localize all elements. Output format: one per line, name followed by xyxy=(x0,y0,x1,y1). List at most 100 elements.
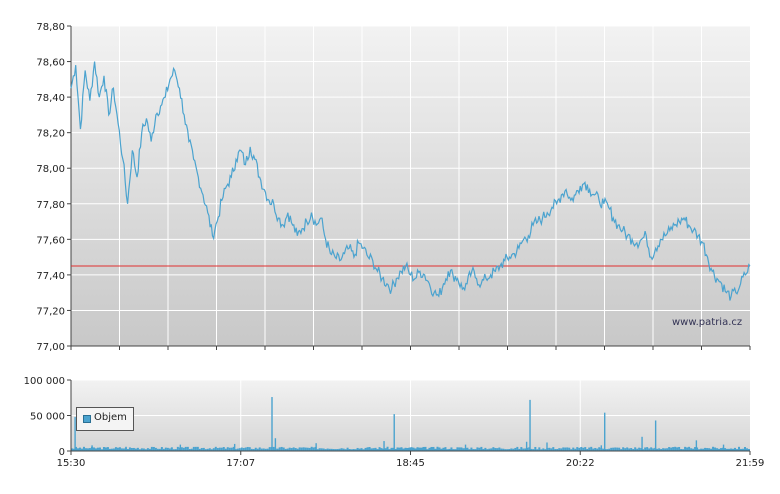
volume-bar xyxy=(668,447,671,451)
volume-bar xyxy=(172,449,175,451)
volume-bar xyxy=(710,448,713,451)
volume-bar xyxy=(80,448,83,451)
volume-bar xyxy=(496,448,499,451)
volume-bar xyxy=(152,446,155,451)
volume-bar xyxy=(284,448,287,451)
volume-bar xyxy=(326,448,329,451)
volume-bar xyxy=(302,447,305,451)
volume-bar xyxy=(146,448,149,451)
volume-bar xyxy=(748,449,750,451)
volume-bar xyxy=(622,447,625,451)
volume-bar xyxy=(614,447,617,451)
price-panel: 78,80 78,60 78,40 78,20 78,00 77,80 77,60 77,40… xyxy=(36,22,751,353)
volume-bar xyxy=(228,447,231,451)
volume-bar xyxy=(204,449,207,451)
volume-bar xyxy=(724,448,727,451)
volume-bar xyxy=(742,448,745,451)
volume-bar xyxy=(450,447,453,451)
volume-bar xyxy=(96,447,99,451)
volume-bar xyxy=(84,448,87,451)
volume-bar xyxy=(656,448,659,451)
volume-bar xyxy=(128,447,131,451)
volume-bar xyxy=(198,448,201,451)
volume-bar xyxy=(492,447,495,451)
volume-bar-spike xyxy=(91,445,93,451)
volume-bar xyxy=(364,447,367,451)
volume-bar xyxy=(414,448,417,451)
volume-bar xyxy=(468,449,471,451)
volume-bar xyxy=(484,447,487,451)
volume-bar xyxy=(280,446,283,451)
volume-legend-swatch xyxy=(83,415,91,423)
volume-bar xyxy=(510,448,513,451)
volume-x-tick-label: 21:59 xyxy=(736,458,765,469)
volume-bar xyxy=(110,448,113,451)
volume-bar xyxy=(410,447,413,451)
volume-bar xyxy=(336,449,339,451)
volume-bar xyxy=(630,448,633,451)
volume-bar xyxy=(164,447,167,451)
volume-bar xyxy=(142,448,145,451)
volume-bar xyxy=(612,447,615,451)
volume-bar xyxy=(418,447,421,451)
volume-bar-spike xyxy=(722,444,725,451)
volume-bar xyxy=(200,448,203,451)
volume-bar xyxy=(572,447,575,451)
volume-bar xyxy=(308,447,311,451)
volume-bar-spike xyxy=(654,420,657,451)
volume-bar xyxy=(666,448,669,451)
volume-bar xyxy=(706,448,709,451)
volume-bar xyxy=(412,447,415,451)
volume-bar xyxy=(354,449,357,451)
volume-bar xyxy=(422,446,425,451)
volume-bar xyxy=(694,447,697,451)
volume-bar xyxy=(732,448,735,451)
volume-bar xyxy=(292,447,295,451)
volume-bar xyxy=(166,447,169,451)
volume-bar xyxy=(202,447,205,451)
volume-legend: Objem xyxy=(76,407,134,431)
price-y-tick-label: 78,60 xyxy=(36,58,65,69)
volume-bar xyxy=(512,448,515,451)
volume-bar xyxy=(244,447,247,451)
volume-bar xyxy=(664,448,667,451)
volume-bar xyxy=(346,447,349,451)
volume-bar xyxy=(586,448,589,451)
volume-bar xyxy=(514,447,517,451)
volume-bar xyxy=(352,449,355,451)
volume-bar-spike xyxy=(525,441,528,451)
volume-bar xyxy=(376,449,379,451)
volume-bar xyxy=(122,448,125,451)
volume-bar xyxy=(446,449,449,451)
volume-bar-spike xyxy=(125,446,127,451)
volume-bar xyxy=(322,448,325,451)
volume-bar-spike xyxy=(383,441,385,451)
volume-bar xyxy=(262,448,265,451)
volume-bar xyxy=(184,446,187,451)
volume-bar xyxy=(276,448,279,451)
volume-bar xyxy=(396,447,399,451)
volume-bar xyxy=(578,447,581,451)
volume-bar xyxy=(272,446,275,451)
volume-bar xyxy=(294,448,297,451)
price-y-tick-label: 77,20 xyxy=(36,306,65,317)
volume-bar xyxy=(638,447,641,451)
volume-bar xyxy=(470,447,473,451)
volume-bar xyxy=(328,448,331,451)
volume-bar xyxy=(260,448,263,451)
volume-bar xyxy=(240,447,243,451)
volume-bar xyxy=(226,447,229,451)
volume-bar xyxy=(148,448,151,451)
volume-bar xyxy=(300,447,303,451)
volume-bar xyxy=(704,447,707,451)
volume-bar-spike xyxy=(274,438,277,451)
volume-bar xyxy=(356,447,359,451)
volume-bar xyxy=(130,448,133,451)
volume-bar xyxy=(298,447,301,451)
volume-bar xyxy=(580,446,583,451)
volume-bar xyxy=(436,446,439,451)
volume-bar xyxy=(494,448,497,451)
volume-bar xyxy=(338,448,341,451)
volume-bar xyxy=(670,447,673,451)
volume-bar xyxy=(602,448,605,451)
